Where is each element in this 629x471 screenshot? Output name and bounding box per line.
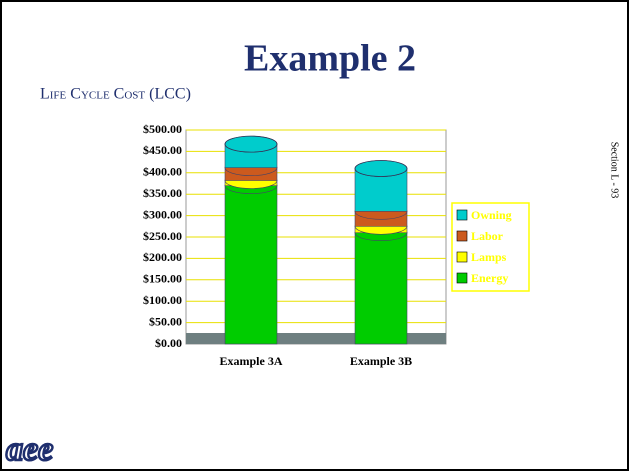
legend-label: Lamps <box>471 250 507 264</box>
bar-cap <box>354 160 408 177</box>
y-tick-label: $200.00 <box>143 250 182 264</box>
legend-swatch <box>456 209 468 221</box>
y-tick-label: $250.00 <box>143 229 182 243</box>
legend-label: Energy <box>471 271 508 285</box>
logo: aee <box>6 431 53 468</box>
bar-segment <box>354 232 408 345</box>
legend-label: Labor <box>471 229 504 243</box>
y-tick-label: $350.00 <box>143 186 182 200</box>
floor <box>186 333 446 344</box>
bar-cap <box>224 135 278 153</box>
y-tick-label: $100.00 <box>143 293 182 307</box>
legend-swatch <box>456 251 468 263</box>
y-tick-label: $400.00 <box>143 165 182 179</box>
bar-segment <box>224 185 278 345</box>
y-tick-label: $0.00 <box>155 336 182 350</box>
slide-subtitle: Life Cycle Cost (LCC) <box>40 86 191 103</box>
y-tick-label: $300.00 <box>143 207 182 221</box>
x-tick-label: Example 3A <box>220 354 283 368</box>
legend-swatch <box>456 230 468 242</box>
legend-label: Owning <box>471 208 512 222</box>
legend-swatch <box>456 272 468 284</box>
y-tick-label: $150.00 <box>143 272 182 286</box>
y-tick-label: $50.00 <box>149 314 182 328</box>
y-tick-label: $450.00 <box>143 143 182 157</box>
slide-title: Example 2 <box>244 38 416 80</box>
side-note: Section L - 93 <box>609 142 620 199</box>
x-tick-label: Example 3B <box>350 354 412 368</box>
y-tick-label: $500.00 <box>143 122 182 136</box>
